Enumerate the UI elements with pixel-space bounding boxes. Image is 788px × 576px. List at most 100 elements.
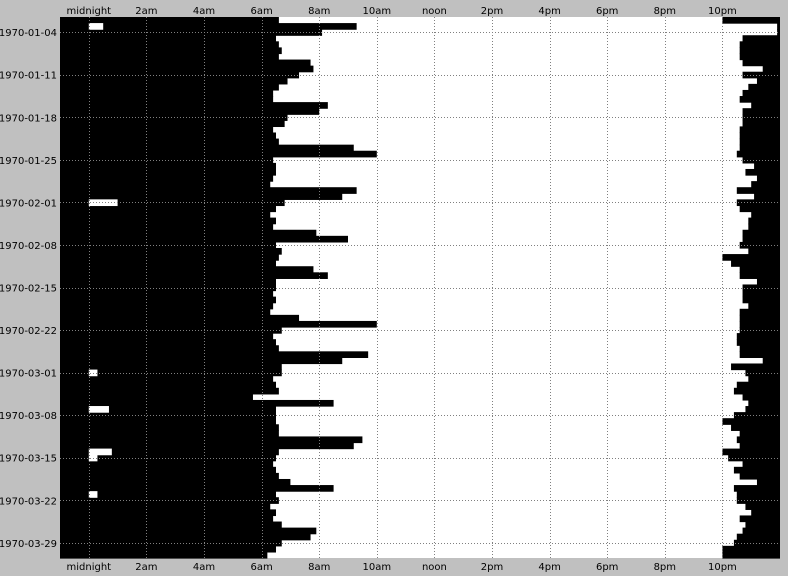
y-tick-label: 1970-03-22 [0, 496, 57, 507]
sleep-bar-evening [754, 162, 780, 170]
sleep-bar-morning [60, 108, 320, 115]
sleep-bar-evening [733, 387, 780, 395]
sleep-bar-evening [736, 436, 780, 444]
sleep-bar-morning [60, 351, 369, 359]
sleep-bar-morning [60, 211, 271, 219]
sleep-bar-morning [60, 193, 343, 200]
x-tick-label-bottom: midnight [67, 562, 112, 573]
x-tick-label-top: 8pm [654, 6, 676, 17]
sleep-bar-evening [736, 497, 780, 504]
awake-gap [88, 491, 98, 498]
sleep-bar-evening [739, 126, 780, 134]
x-tick-label-top: 10am [363, 6, 392, 17]
sleep-bar-evening [739, 472, 780, 480]
sleep-bar-evening [748, 83, 780, 91]
sleep-bar-evening [733, 485, 780, 492]
sleep-bar-morning [60, 503, 271, 510]
sleep-bar-evening [728, 454, 780, 462]
sleep-bar-evening [736, 491, 780, 498]
sleep-bar-morning [60, 120, 285, 128]
sleep-bar-evening [739, 308, 780, 316]
y-tick-label: 1970-02-01 [0, 198, 57, 209]
sleep-bar-morning [60, 144, 354, 152]
sleep-bar-morning [60, 320, 377, 328]
sleep-bar-morning [60, 278, 276, 286]
sleep-bar-morning [60, 229, 317, 237]
x-tick-label-top: midnight [67, 6, 112, 17]
sleep-bar-evening [739, 320, 780, 328]
y-tick-label: 1970-01-18 [0, 113, 57, 124]
x-tick-label-top: 6pm [596, 6, 618, 17]
sleep-bar-evening [736, 339, 780, 346]
sleep-bar-morning [60, 327, 282, 334]
sleep-bar-evening [739, 132, 780, 140]
sleep-bar-morning [60, 126, 274, 134]
sleep-bar-morning [60, 399, 334, 407]
x-tick-label-bottom: 8pm [654, 562, 676, 573]
sleep-bar-morning [60, 491, 276, 498]
sleep-bar-evening [742, 460, 780, 468]
x-tick-label-bottom: 6pm [596, 562, 618, 573]
sleep-bar-morning [60, 308, 271, 316]
sleep-bar-evening [756, 278, 780, 286]
sleep-bar-morning [60, 29, 323, 36]
sleep-bar-morning [60, 260, 276, 267]
sleep-bar-evening [762, 65, 780, 73]
sleep-bar-morning [60, 314, 300, 322]
sleep-bar-evening [751, 181, 780, 188]
sleep-bar-evening [742, 235, 780, 243]
sleep-bar-evening [742, 89, 780, 97]
y-tick-label: 1970-03-08 [0, 411, 57, 422]
sleep-bar-morning [60, 369, 282, 377]
sleep-bar-evening [733, 466, 780, 474]
x-tick-label-top: 4pm [538, 6, 560, 17]
sleep-bar-morning [60, 521, 282, 529]
y-tick-label: 1970-01-11 [0, 71, 57, 82]
sleep-bar-morning [60, 302, 274, 310]
sleep-bar-morning [60, 393, 253, 401]
sleep-bar-morning [60, 545, 276, 553]
sleep-bar-morning [60, 266, 314, 273]
sleep-bar-evening [751, 211, 780, 219]
sleep-bar-morning [60, 424, 279, 431]
sleep-bar-evening [742, 59, 780, 67]
sleep-bar-morning [60, 339, 276, 346]
sleep-bar-morning [60, 181, 271, 188]
sleep-bar-morning [60, 478, 291, 486]
sleep-bar-evening [745, 503, 780, 510]
x-tick-label-top: 2pm [481, 6, 503, 17]
x-axis-bottom: midnight 2am 4am 6am 8am 10am noon 2pm 4pm 6pm 8pm… [67, 562, 737, 573]
sleep-bar-evening [736, 150, 780, 158]
awake-gap [88, 369, 98, 377]
sleep-bar-evening [739, 314, 780, 322]
sleep-bar-evening [731, 363, 780, 371]
sleep-bar-evening [739, 144, 780, 152]
y-tick-label: 1970-01-25 [0, 156, 57, 167]
sleep-bar-morning [60, 539, 282, 547]
x-tick-label-top: 2am [135, 6, 157, 17]
sleep-bar-evening [754, 193, 780, 200]
sleep-bar-evening [739, 53, 780, 61]
y-tick-label: 1970-02-15 [0, 284, 57, 295]
sleep-bar-evening [762, 357, 780, 365]
sleep-bar-morning [60, 363, 282, 371]
sleep-bar-evening [751, 509, 780, 517]
x-tick-label-bottom: noon [422, 562, 447, 573]
x-tick-label-bottom: 2am [135, 562, 157, 573]
sleep-bar-morning [60, 460, 274, 468]
sleep-bar-morning [60, 515, 274, 523]
sleep-bar-morning [60, 223, 274, 231]
x-tick-label-bottom: 2pm [481, 562, 503, 573]
sleep-bar-evening [742, 296, 780, 304]
sleep-bar-evening [739, 266, 780, 273]
sleep-bar-morning [60, 533, 311, 541]
sleep-bar-morning [60, 345, 279, 352]
sleep-bar-evening [731, 424, 780, 431]
sleep-bar-morning [60, 187, 357, 194]
sleep-bar-evening [745, 168, 780, 176]
sleep-bar-morning [60, 102, 328, 109]
sleep-bar-morning [60, 418, 276, 425]
sleep-bar-morning [60, 497, 279, 504]
x-tick-label-top: 4am [193, 6, 215, 17]
